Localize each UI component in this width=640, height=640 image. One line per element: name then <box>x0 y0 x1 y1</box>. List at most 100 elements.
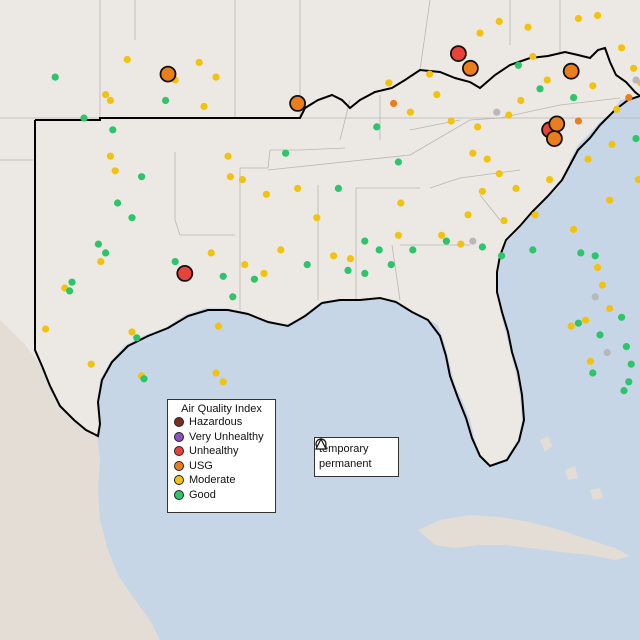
monitor-marker[interactable] <box>207 249 215 257</box>
monitor-marker[interactable] <box>277 246 285 254</box>
monitor-marker[interactable] <box>97 258 105 266</box>
monitor-marker[interactable] <box>469 149 477 157</box>
monitor-marker[interactable] <box>334 184 342 192</box>
monitor-marker[interactable] <box>620 387 628 395</box>
monitor-marker[interactable] <box>262 190 270 198</box>
monitor-marker[interactable] <box>212 369 220 377</box>
monitor-marker[interactable] <box>51 73 59 81</box>
monitor-marker[interactable] <box>123 55 131 64</box>
monitor-marker[interactable] <box>618 313 626 321</box>
monitor-marker[interactable] <box>478 187 486 195</box>
monitor-marker[interactable] <box>632 135 640 143</box>
monitor-marker[interactable] <box>128 214 136 222</box>
monitor-marker[interactable] <box>514 61 523 69</box>
monitor-marker[interactable] <box>500 217 508 225</box>
monitor-marker[interactable] <box>138 173 146 181</box>
monitor-marker[interactable] <box>361 237 369 245</box>
monitor-marker[interactable] <box>574 319 583 327</box>
monitor-marker[interactable] <box>594 263 602 272</box>
monitor-marker[interactable] <box>478 243 486 251</box>
monitor-marker[interactable] <box>447 117 455 125</box>
monitor-marker[interactable] <box>361 269 369 277</box>
monitor-marker-no-data[interactable] <box>493 108 501 116</box>
monitor-marker[interactable] <box>598 281 607 289</box>
monitor-marker[interactable] <box>106 96 114 105</box>
monitor-marker[interactable] <box>596 331 604 339</box>
monitor-marker[interactable] <box>498 252 506 260</box>
monitor-marker[interactable] <box>214 322 222 330</box>
monitor-marker[interactable] <box>344 266 352 274</box>
monitor-marker[interactable] <box>529 52 537 61</box>
monitor-marker[interactable] <box>111 167 119 175</box>
monitor-marker[interactable] <box>106 152 114 160</box>
monitor-marker[interactable] <box>495 17 503 25</box>
monitor-marker[interactable] <box>195 58 203 66</box>
monitor-marker[interactable] <box>397 199 405 207</box>
monitor-marker[interactable] <box>102 249 110 257</box>
monitor-marker[interactable] <box>140 375 148 383</box>
monitor-marker[interactable] <box>409 246 417 254</box>
monitor-marker[interactable] <box>102 91 110 99</box>
monitor-marker[interactable] <box>346 255 354 263</box>
monitor-marker[interactable] <box>133 334 141 342</box>
monitor-marker[interactable] <box>241 261 249 269</box>
monitor-marker[interactable] <box>433 91 441 99</box>
monitor-marker[interactable] <box>390 99 398 107</box>
monitor-marker[interactable] <box>66 287 74 295</box>
monitor-marker[interactable] <box>531 211 539 219</box>
monitor-marker[interactable] <box>589 369 597 377</box>
monitor-marker[interactable] <box>589 82 597 90</box>
monitor-marker[interactable] <box>200 102 208 110</box>
monitor-marker[interactable] <box>574 117 583 125</box>
monitor-marker[interactable] <box>505 111 513 119</box>
monitor-marker[interactable] <box>606 196 614 204</box>
monitor-marker[interactable] <box>570 94 578 102</box>
monitor-marker[interactable] <box>567 322 575 330</box>
monitor-marker[interactable] <box>162 96 170 105</box>
monitor-marker[interactable] <box>394 231 402 239</box>
monitor-marker[interactable] <box>87 360 95 368</box>
monitor-marker[interactable] <box>625 378 633 386</box>
monitor-marker[interactable] <box>294 184 302 192</box>
monitor-marker-no-data[interactable] <box>603 348 611 357</box>
monitor-marker[interactable] <box>634 176 640 184</box>
monitor-marker[interactable] <box>219 378 227 386</box>
monitor-marker[interactable] <box>229 293 237 301</box>
monitor-marker[interactable] <box>512 184 520 192</box>
monitor-marker[interactable] <box>303 261 311 269</box>
monitor-marker[interactable] <box>464 211 472 219</box>
monitor-marker-large[interactable] <box>449 45 467 62</box>
monitor-marker[interactable] <box>226 173 234 181</box>
monitor-marker[interactable] <box>584 155 592 163</box>
monitor-marker[interactable] <box>570 225 578 233</box>
monitor-marker[interactable] <box>387 261 395 269</box>
monitor-marker[interactable] <box>483 155 491 163</box>
monitor-marker[interactable] <box>495 170 503 178</box>
monitor-marker[interactable] <box>582 316 590 324</box>
monitor-marker[interactable] <box>594 11 602 20</box>
monitor-marker[interactable] <box>375 246 383 254</box>
monitor-marker-no-data[interactable] <box>591 293 599 301</box>
monitor-marker[interactable] <box>457 240 465 248</box>
monitor-marker-large[interactable] <box>159 65 177 83</box>
monitor-marker[interactable] <box>128 328 136 336</box>
monitor-marker[interactable] <box>313 214 321 222</box>
monitor-marker[interactable] <box>438 231 446 239</box>
monitor-marker[interactable] <box>608 140 616 148</box>
monitor-marker[interactable] <box>536 85 544 93</box>
monitor-marker[interactable] <box>613 105 621 113</box>
monitor-marker[interactable] <box>394 158 402 166</box>
monitor-marker[interactable] <box>625 94 633 102</box>
monitor-marker[interactable] <box>373 123 381 131</box>
monitor-marker-large[interactable] <box>176 264 194 282</box>
monitor-marker[interactable] <box>546 176 554 184</box>
monitor-marker[interactable] <box>426 70 434 78</box>
monitor-marker[interactable] <box>606 304 614 313</box>
monitor-marker-large[interactable] <box>562 62 580 80</box>
monitor-marker[interactable] <box>114 199 122 207</box>
monitor-marker-no-data[interactable] <box>632 76 640 84</box>
monitor-marker[interactable] <box>524 23 532 31</box>
monitor-marker[interactable] <box>42 325 50 333</box>
